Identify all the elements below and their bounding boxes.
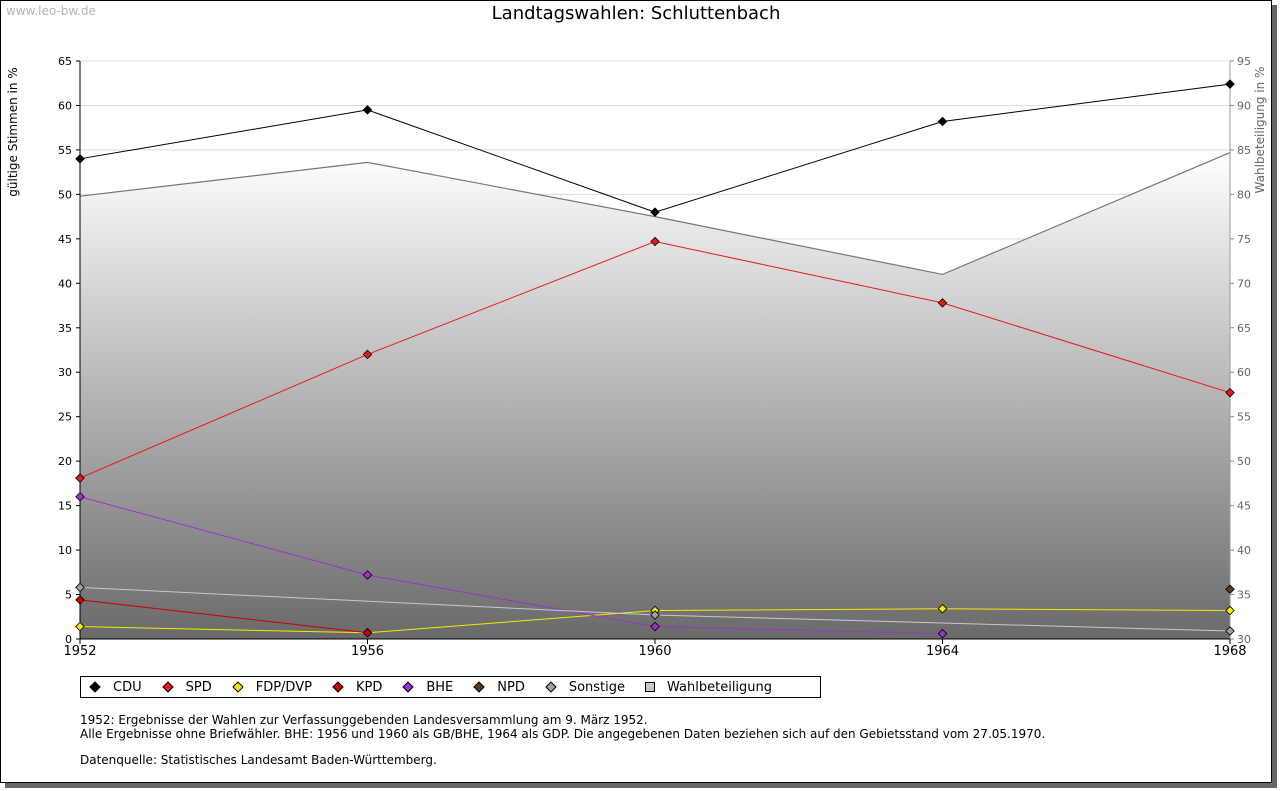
legend-item-wahlbeteiligung: Wahlbeteiligung <box>645 680 772 695</box>
tick-label-right-30: 30 <box>1237 633 1251 646</box>
turnout-area <box>79 152 1231 640</box>
tick-label-x-1952: 1952 <box>63 644 96 659</box>
legend-diamond-icon <box>89 681 101 693</box>
area-wahlbeteiligung <box>80 152 1230 640</box>
legend-label: KPD <box>355 679 383 695</box>
legend-label: FDP/DVP <box>255 679 312 695</box>
series-markers <box>75 79 1235 639</box>
legend: CDU SPD FDP/DVP KPD BHE NPD Sonstige Wahlbeteil… <box>80 676 821 698</box>
point-bhe-1956 <box>362 570 373 580</box>
point-bhe-1964 <box>937 628 948 639</box>
tick-label-left-35: 35 <box>58 322 72 335</box>
note-source: Datenquelle: Statistisches Landesamt Bad… <box>80 753 437 767</box>
legend-item-npd: NPD <box>473 680 525 695</box>
watermark: www.leo-bw.de <box>6 4 96 18</box>
tick-label-left-10: 10 <box>58 544 72 557</box>
tick-label-left-50: 50 <box>58 188 72 201</box>
tick-label-x-1968: 1968 <box>1213 644 1246 659</box>
tick-label-x-1956: 1956 <box>351 644 384 659</box>
tick-label-right-35: 35 <box>1237 589 1251 602</box>
legend-diamond-icon <box>545 681 557 693</box>
tick-label-left-25: 25 <box>58 411 72 424</box>
tick-label-right-65: 65 <box>1237 322 1251 335</box>
point-cdu-1956 <box>362 105 373 115</box>
tick-label-left-5: 5 <box>65 589 72 602</box>
point-fdp-dvp-1968 <box>1225 605 1235 616</box>
tick-label-left-20: 20 <box>58 455 72 468</box>
legend-item-spd: SPD <box>161 679 212 695</box>
point-spd-1956 <box>362 349 373 360</box>
tick-label-right-40: 40 <box>1237 544 1251 557</box>
legend-label: CDU <box>113 679 142 695</box>
point-spd-1960 <box>650 236 660 247</box>
point-sonstige-1960 <box>650 610 660 620</box>
point-fdp-dvp-1952 <box>75 621 85 632</box>
point-cdu-1960 <box>650 207 660 217</box>
legend-label: BHE <box>426 679 454 695</box>
legend-diamond-icon <box>473 681 485 693</box>
point-bhe-1960 <box>650 621 660 632</box>
legend-label: Sonstige <box>568 679 626 695</box>
tick-label-left-65: 65 <box>58 55 72 68</box>
tick-label-left-40: 40 <box>58 277 72 290</box>
point-npd-1968 <box>1225 584 1235 594</box>
tick-label-right-60: 60 <box>1237 366 1251 379</box>
tick-label-left-15: 15 <box>58 500 72 513</box>
point-sonstige-1968 <box>1225 626 1235 636</box>
tick-label-right-75: 75 <box>1237 233 1251 246</box>
tick-label-right-80: 80 <box>1237 188 1251 201</box>
series-line-kpd <box>79 599 368 634</box>
note-1952: 1952: Ergebnisse der Wahlen zur Verfassu… <box>80 713 648 727</box>
tick-label-right-95: 95 <box>1237 55 1251 68</box>
point-cdu-1964 <box>937 116 948 127</box>
point-kpd-1956 <box>362 628 373 638</box>
point-fdp-dvp-1964 <box>937 604 948 614</box>
legend-label: NPD <box>497 679 525 695</box>
legend-diamond-icon <box>332 681 344 693</box>
tick-label-right-55: 55 <box>1237 411 1251 424</box>
point-sonstige-1952 <box>75 582 85 593</box>
point-kpd-1952 <box>75 595 85 605</box>
tick-label-right-90: 90 <box>1237 99 1251 112</box>
point-cdu-1968 <box>1225 79 1235 89</box>
legend-label: Wahlbeteiligung <box>667 679 773 695</box>
legend-item-cdu: CDU <box>89 680 142 695</box>
note-briefwaehler: Alle Ergebnisse ohne Briefwähler. BHE: 1… <box>80 727 1046 741</box>
legend-item-sonstige: Sonstige <box>545 680 625 695</box>
point-spd-1952 <box>75 473 85 483</box>
tick-label-right-50: 50 <box>1237 455 1251 468</box>
legend-label: SPD <box>185 679 212 695</box>
tick-label-right-85: 85 <box>1237 144 1251 157</box>
series-line-bhe <box>79 496 943 635</box>
point-spd-1968 <box>1225 387 1235 398</box>
tick-label-right-70: 70 <box>1237 277 1251 290</box>
tick-label-x-1960: 1960 <box>638 644 671 659</box>
legend-diamond-icon <box>232 681 244 693</box>
point-spd-1964 <box>937 298 948 308</box>
tick-label-x-1964: 1964 <box>926 644 959 659</box>
point-cdu-1952 <box>75 154 85 164</box>
legend-square-icon <box>645 682 656 692</box>
tick-label-left-55: 55 <box>58 144 72 157</box>
tick-label-left-45: 45 <box>58 233 72 246</box>
legend-diamond-icon <box>402 681 414 693</box>
legend-item-bhe: BHE <box>402 680 453 695</box>
tick-label-right-45: 45 <box>1237 500 1251 513</box>
legend-item-fdp-dvp: FDP/DVP <box>232 680 312 695</box>
tick-label-left-60: 60 <box>58 99 72 112</box>
legend-diamond-icon <box>161 681 174 693</box>
point-bhe-1952 <box>75 491 85 502</box>
legend-item-kpd: KPD <box>332 680 382 695</box>
chart-title: Landtagswahlen: Schluttenbach <box>491 3 781 24</box>
tick-label-left-30: 30 <box>58 366 72 379</box>
tick-label-left-0: 0 <box>65 633 72 646</box>
plot-area: 0 5 10 15 20 25 30 35 40 45 50 55 60 65 30 35 40 45 50 55 60… <box>58 55 1251 659</box>
